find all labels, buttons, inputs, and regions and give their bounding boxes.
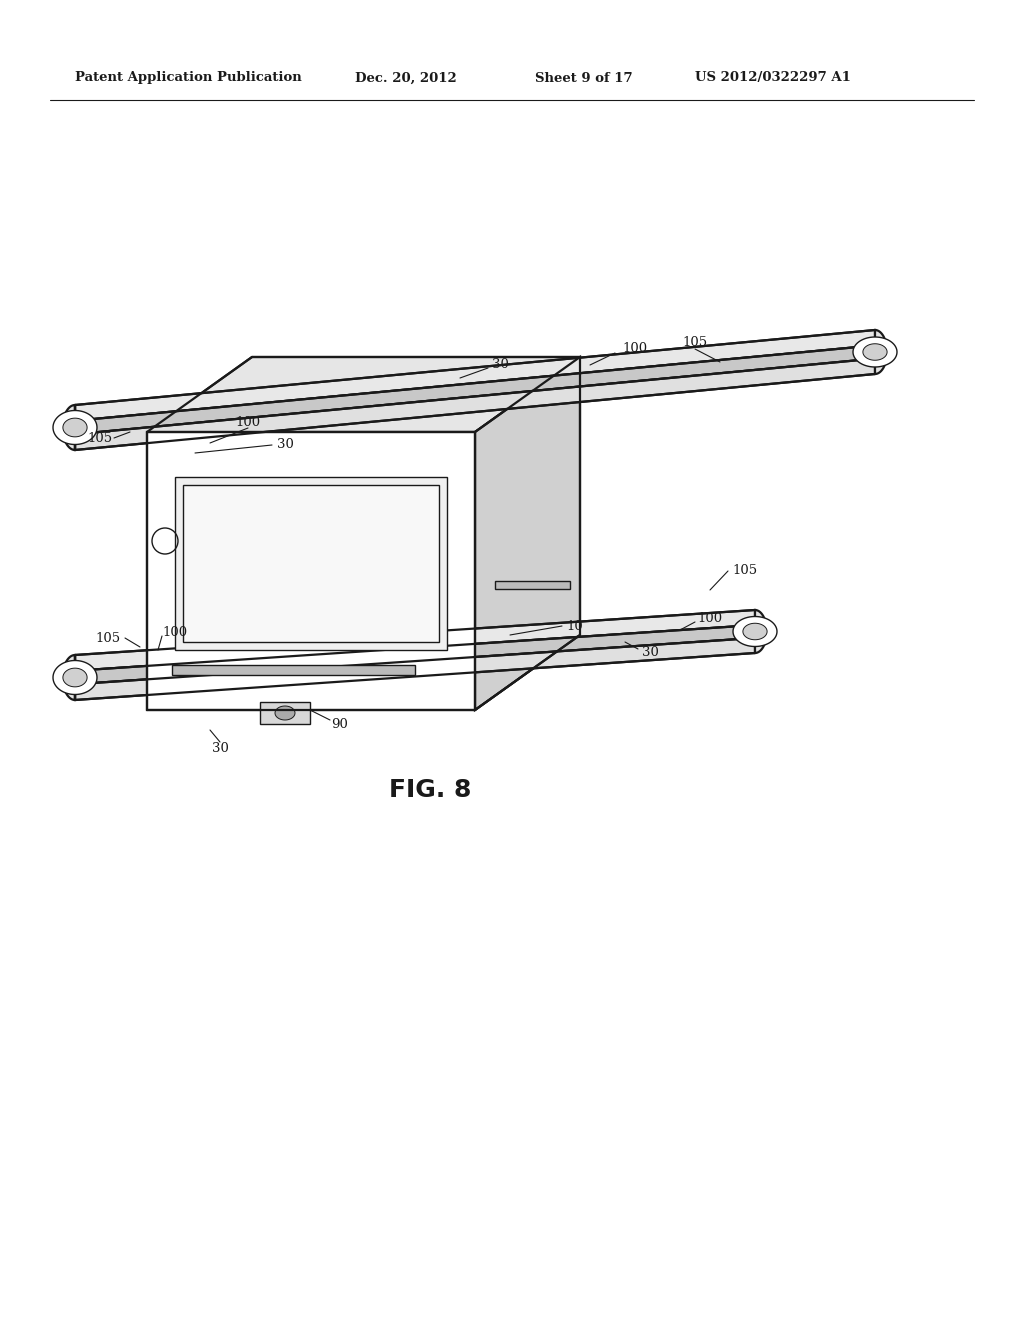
Polygon shape bbox=[742, 623, 767, 640]
Text: 90: 90 bbox=[332, 718, 348, 731]
Text: 100: 100 bbox=[623, 342, 647, 355]
Polygon shape bbox=[147, 356, 580, 432]
Polygon shape bbox=[853, 337, 897, 367]
Polygon shape bbox=[75, 610, 755, 671]
Text: Dec. 20, 2012: Dec. 20, 2012 bbox=[355, 71, 457, 84]
Polygon shape bbox=[62, 418, 87, 437]
Polygon shape bbox=[75, 346, 874, 434]
Text: 105: 105 bbox=[87, 432, 113, 445]
Text: 105: 105 bbox=[95, 631, 121, 644]
Polygon shape bbox=[53, 660, 97, 694]
Polygon shape bbox=[62, 668, 87, 686]
Polygon shape bbox=[75, 638, 755, 700]
Text: Patent Application Publication: Patent Application Publication bbox=[75, 71, 302, 84]
Text: US 2012/0322297 A1: US 2012/0322297 A1 bbox=[695, 71, 851, 84]
Text: 30: 30 bbox=[642, 645, 658, 659]
Text: 100: 100 bbox=[163, 626, 187, 639]
Polygon shape bbox=[75, 330, 874, 421]
Polygon shape bbox=[62, 655, 75, 700]
Text: 105: 105 bbox=[732, 564, 758, 577]
Text: 30: 30 bbox=[276, 438, 294, 451]
Polygon shape bbox=[175, 477, 447, 649]
Polygon shape bbox=[75, 626, 755, 684]
Text: 100: 100 bbox=[236, 416, 260, 429]
Polygon shape bbox=[147, 432, 475, 710]
Polygon shape bbox=[733, 616, 777, 647]
Text: 105: 105 bbox=[682, 335, 708, 348]
Text: FIG. 8: FIG. 8 bbox=[389, 777, 471, 803]
Polygon shape bbox=[172, 665, 415, 675]
Text: Sheet 9 of 17: Sheet 9 of 17 bbox=[535, 71, 633, 84]
Polygon shape bbox=[62, 405, 75, 450]
Polygon shape bbox=[495, 581, 570, 589]
Polygon shape bbox=[75, 359, 874, 450]
Text: 30: 30 bbox=[492, 359, 509, 371]
Polygon shape bbox=[260, 702, 310, 723]
Polygon shape bbox=[53, 411, 97, 445]
Polygon shape bbox=[183, 484, 439, 642]
Polygon shape bbox=[874, 330, 887, 374]
Polygon shape bbox=[475, 356, 580, 710]
Polygon shape bbox=[755, 610, 767, 653]
Text: 30: 30 bbox=[212, 742, 228, 755]
Text: 100: 100 bbox=[697, 611, 723, 624]
Polygon shape bbox=[275, 706, 295, 719]
Text: 10: 10 bbox=[566, 620, 584, 634]
Polygon shape bbox=[863, 343, 887, 360]
